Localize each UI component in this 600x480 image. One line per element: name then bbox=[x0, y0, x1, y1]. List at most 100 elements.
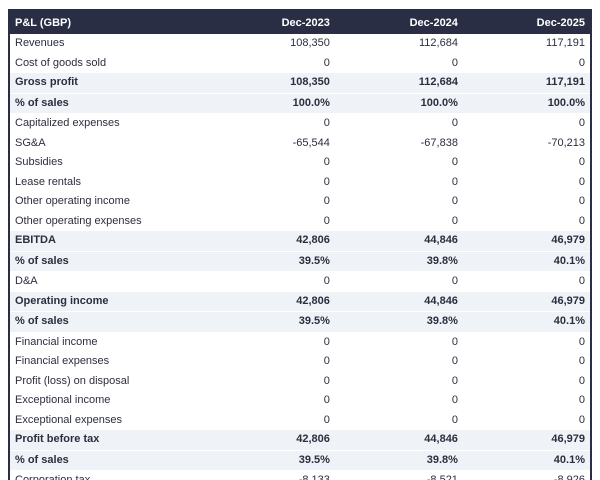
row-label: % of sales bbox=[9, 93, 207, 114]
row-value: 0 bbox=[462, 371, 591, 391]
row-value: 100.0% bbox=[334, 93, 463, 114]
table-row: Financial expenses 0 0 0 bbox=[9, 352, 591, 372]
row-value: 117,191 bbox=[462, 73, 591, 94]
row-value: 40.1% bbox=[462, 450, 591, 471]
row-value: 112,684 bbox=[334, 73, 463, 94]
header-dec-2024: Dec-2024 bbox=[334, 10, 463, 34]
row-value: 39.5% bbox=[206, 311, 335, 333]
row-value: 0 bbox=[206, 352, 335, 372]
row-label: Exceptional income bbox=[9, 391, 207, 411]
table-row: Lease rentals 0 0 0 bbox=[9, 172, 591, 192]
row-value: 108,350 bbox=[206, 34, 335, 54]
row-value: -67,838 bbox=[334, 133, 463, 153]
row-value: 46,979 bbox=[462, 430, 591, 451]
row-value: 44,846 bbox=[334, 430, 463, 451]
row-label: Operating income bbox=[9, 291, 207, 312]
row-value: -8,133 bbox=[206, 470, 335, 480]
row-value: 0 bbox=[334, 352, 463, 372]
row-value: -65,544 bbox=[206, 133, 335, 153]
row-value: 0 bbox=[462, 391, 591, 411]
row-value: -70,213 bbox=[462, 133, 591, 153]
row-value: 0 bbox=[462, 332, 591, 352]
row-label: % of sales bbox=[9, 311, 207, 333]
row-value: 39.5% bbox=[206, 450, 335, 471]
table-row: Exceptional income 0 0 0 bbox=[9, 391, 591, 411]
row-value: 39.8% bbox=[334, 251, 463, 272]
row-value: 44,846 bbox=[334, 231, 463, 252]
row-label: D&A bbox=[9, 271, 207, 292]
row-value: 0 bbox=[206, 410, 335, 430]
row-value: 46,979 bbox=[462, 231, 591, 252]
row-value: 0 bbox=[334, 391, 463, 411]
row-value: 39.5% bbox=[206, 251, 335, 272]
row-value: 0 bbox=[334, 410, 463, 430]
table-row: Profit before tax 42,806 44,846 46,979 bbox=[9, 430, 591, 451]
row-label: Subsidies bbox=[9, 153, 207, 173]
table-row: Corporation tax-8,133-8,521-8,926 bbox=[9, 470, 591, 480]
row-label: Capitalized expenses bbox=[9, 113, 207, 134]
row-value: 0 bbox=[334, 271, 463, 292]
row-label: Financial income bbox=[9, 332, 207, 352]
table-row: Cost of goods sold 0 0 0 bbox=[9, 53, 591, 73]
table-row: Profit (loss) on disposal 0 0 0 bbox=[9, 371, 591, 391]
table-row: % of sales 100.0% 100.0% 100.0% bbox=[9, 93, 591, 114]
row-value: 39.8% bbox=[334, 311, 463, 333]
row-value: 42,806 bbox=[206, 430, 335, 451]
row-value: 0 bbox=[462, 192, 591, 212]
row-value: 100.0% bbox=[206, 93, 335, 114]
row-label: Revenues bbox=[9, 34, 207, 54]
row-value: 0 bbox=[462, 153, 591, 173]
row-value: 0 bbox=[206, 113, 335, 134]
row-value: 0 bbox=[462, 53, 591, 73]
row-value: 0 bbox=[334, 153, 463, 173]
row-value: 0 bbox=[334, 371, 463, 391]
row-label: Other operating income bbox=[9, 192, 207, 212]
row-label: Gross profit bbox=[9, 73, 207, 94]
header-pnl-gbp: P&L (GBP) bbox=[9, 10, 207, 34]
row-value: 0 bbox=[206, 153, 335, 173]
row-value: 40.1% bbox=[462, 251, 591, 272]
header-row: P&L (GBP) Dec-2023 Dec-2024 Dec-2025 bbox=[9, 10, 591, 34]
row-label: Exceptional expenses bbox=[9, 410, 207, 430]
row-label: EBITDA bbox=[9, 231, 207, 252]
row-value: 42,806 bbox=[206, 291, 335, 312]
row-value: 44,846 bbox=[334, 291, 463, 312]
row-label: Profit (loss) on disposal bbox=[9, 371, 207, 391]
row-value: 0 bbox=[462, 172, 591, 192]
row-value: 39.8% bbox=[334, 450, 463, 471]
row-value: 108,350 bbox=[206, 73, 335, 94]
row-value: 0 bbox=[206, 391, 335, 411]
row-value: 0 bbox=[462, 410, 591, 430]
header-dec-2025: Dec-2025 bbox=[462, 10, 591, 34]
row-value: 0 bbox=[462, 113, 591, 134]
pnl-statement-container: P&L (GBP) Dec-2023 Dec-2024 Dec-2025 Rev… bbox=[8, 9, 592, 480]
table-row: Exceptional expenses 0 0 0 bbox=[9, 410, 591, 430]
row-value: 0 bbox=[462, 211, 591, 231]
row-value: 40.1% bbox=[462, 311, 591, 333]
table-row: % of sales 39.5% 39.8% 40.1% bbox=[9, 450, 591, 471]
row-value: -8,521 bbox=[334, 470, 463, 480]
row-value: 0 bbox=[462, 352, 591, 372]
table-row: % of sales 39.5% 39.8% 40.1% bbox=[9, 311, 591, 333]
row-label: Profit before tax bbox=[9, 430, 207, 451]
row-label: Financial expenses bbox=[9, 352, 207, 372]
table-row: Subsidies 0 0 0 bbox=[9, 153, 591, 173]
row-label: Corporation tax bbox=[9, 470, 207, 480]
row-value: 0 bbox=[206, 271, 335, 292]
row-label: SG&A bbox=[9, 133, 207, 153]
row-value: 0 bbox=[206, 211, 335, 231]
table-row: Other operating expenses 0 0 0 bbox=[9, 211, 591, 231]
row-label: Other operating expenses bbox=[9, 211, 207, 231]
row-value: 0 bbox=[206, 332, 335, 352]
table-row: Revenues 108,350 112,684 117,191 bbox=[9, 34, 591, 54]
table-row: Financial income 0 0 0 bbox=[9, 332, 591, 352]
table-row: D&A 0 0 0 bbox=[9, 271, 591, 292]
pnl-table: P&L (GBP) Dec-2023 Dec-2024 Dec-2025 Rev… bbox=[8, 9, 592, 480]
table-row: Operating income 42,806 44,846 46,979 bbox=[9, 291, 591, 312]
row-value: 117,191 bbox=[462, 34, 591, 54]
row-value: 0 bbox=[334, 113, 463, 134]
row-value: -8,926 bbox=[462, 470, 591, 480]
row-label: Lease rentals bbox=[9, 172, 207, 192]
table-row: % of sales 39.5% 39.8% 40.1% bbox=[9, 251, 591, 272]
row-value: 0 bbox=[334, 172, 463, 192]
